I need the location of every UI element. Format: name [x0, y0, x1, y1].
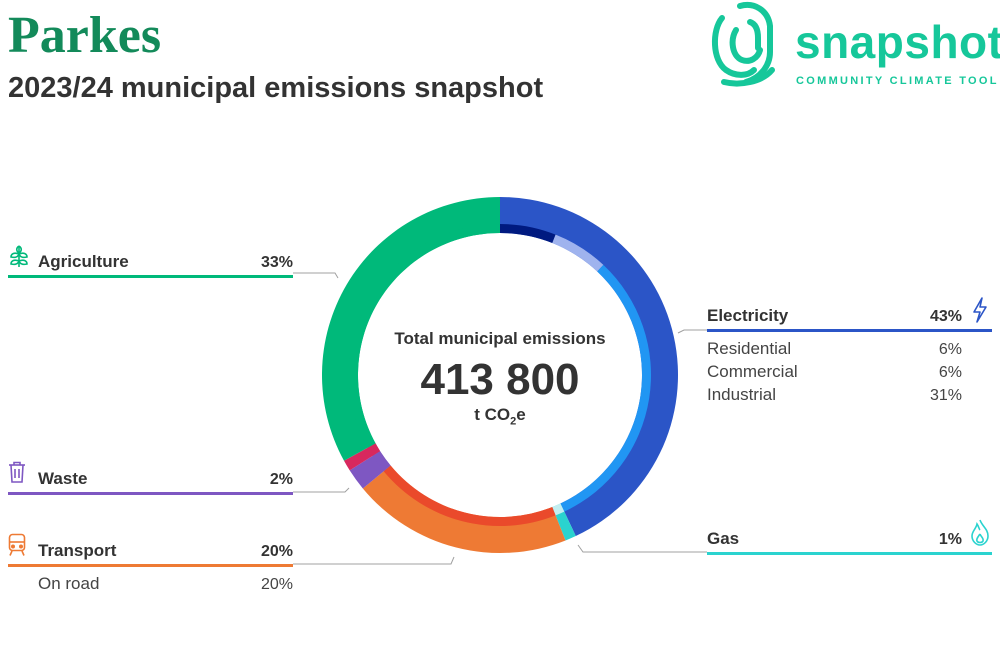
donut-segment-transport	[362, 465, 566, 553]
donut-subsegment-gas-gas	[552, 503, 565, 516]
donut-subsegment-electricity-residential	[500, 224, 556, 243]
transport-underline	[8, 564, 293, 567]
residential-pct: 6%	[938, 341, 962, 358]
logo-tagline: COMMUNITY CLIMATE TOOL	[796, 75, 999, 87]
agriculture-underline	[8, 275, 293, 278]
commercial-pct: 6%	[938, 364, 962, 381]
electricity-sub-commercial: Commercial 6%	[707, 361, 992, 384]
fingerprint-logo-icon	[712, 2, 775, 87]
donut-subsegment-other-other	[367, 443, 381, 456]
donut-subsegment-agriculture-agriculture	[349, 224, 500, 448]
total-label: Total municipal emissions	[394, 329, 606, 348]
sector-gas: Gas 1%	[707, 528, 992, 555]
sector-waste: Waste 2%	[8, 468, 293, 495]
commercial-label: Commercial	[707, 362, 798, 381]
waste-pct: 2%	[269, 471, 293, 488]
industrial-label: Industrial	[707, 385, 776, 404]
on-road-pct: 20%	[260, 576, 293, 593]
inner-ring	[349, 224, 651, 526]
leader-line-transport	[293, 556, 455, 565]
electricity-underline	[707, 329, 992, 332]
page-subtitle: 2023/24 municipal emissions snapshot	[8, 72, 544, 104]
logo-wordmark: snapshot	[795, 16, 1000, 68]
gas-label: Gas	[707, 529, 740, 548]
electricity-label: Electricity	[707, 306, 789, 325]
on-road-label: On road	[38, 574, 100, 593]
sector-electricity: Electricity 43% Residential 6% Commercia…	[707, 305, 992, 407]
donut-subsegment-transport-on-road	[383, 465, 556, 526]
agriculture-label: Agriculture	[38, 252, 129, 271]
leader-line-gas	[577, 544, 707, 553]
sector-agriculture: Agriculture 33%	[8, 251, 293, 278]
gas-underline	[707, 552, 992, 555]
electricity-sub-industrial: Industrial 31%	[707, 384, 992, 407]
residential-label: Residential	[707, 339, 792, 358]
page-title: Parkes	[8, 7, 162, 64]
flame-icon	[971, 519, 989, 546]
gas-pct: 1%	[938, 531, 962, 548]
electricity-pct: 43%	[929, 308, 962, 325]
sector-transport: Transport 20% On road 20%	[8, 540, 293, 596]
donut-subsegment-waste-waste	[372, 451, 391, 472]
lightning-bolt-icon	[973, 297, 987, 323]
donut-subsegment-electricity-industrial	[560, 264, 651, 512]
agriculture-pct: 33%	[260, 254, 293, 271]
total-unit: t CO2e	[474, 405, 526, 428]
transport-sub-on-road: On road 20%	[8, 573, 293, 596]
waste-underline	[8, 492, 293, 495]
trash-bin-icon	[9, 461, 25, 483]
train-icon	[8, 533, 26, 556]
total-value: 413 800	[420, 355, 580, 404]
plant-icon	[10, 245, 28, 267]
transport-label: Transport	[38, 541, 117, 560]
leader-line-agriculture	[293, 272, 339, 279]
leader-line-electricity	[677, 329, 707, 334]
donut-segment-agriculture	[321, 196, 500, 461]
leader-line-waste	[293, 487, 350, 493]
snapshot-logo: snapshot COMMUNITY CLIMATE TOOL	[710, 0, 1000, 92]
donut-subsegment-electricity-commercial	[552, 234, 604, 272]
donut-segment-electricity	[500, 197, 678, 537]
industrial-pct: 31%	[929, 387, 962, 404]
electricity-sub-residential: Residential 6%	[707, 338, 992, 361]
leader-lines	[293, 272, 707, 565]
waste-label: Waste	[38, 469, 88, 488]
transport-pct: 20%	[260, 543, 293, 560]
